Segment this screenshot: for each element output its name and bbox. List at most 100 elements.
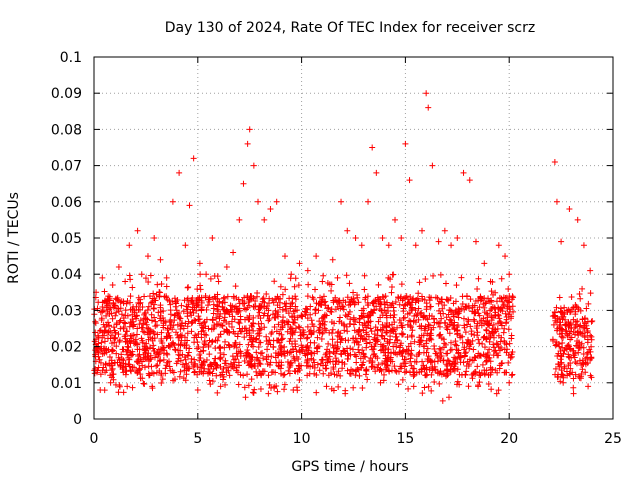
band-point (298, 313, 305, 320)
data-point (255, 198, 262, 205)
band-point (415, 290, 422, 297)
band-point (503, 294, 510, 301)
band-point (123, 300, 130, 307)
band-point (484, 311, 491, 318)
band-point (505, 286, 512, 293)
band-point (194, 363, 201, 370)
band-point (356, 349, 363, 356)
band-point (427, 303, 434, 310)
band-point (459, 333, 466, 340)
y-tick-label: 0.09 (51, 86, 82, 102)
band-point (141, 346, 148, 353)
band-point (291, 367, 298, 374)
band-point (177, 368, 184, 375)
band-point (436, 345, 443, 352)
band-point (220, 351, 227, 358)
band-point (191, 368, 198, 375)
band-point (136, 351, 143, 358)
band-point (499, 304, 506, 311)
band-point (129, 316, 136, 323)
band-point (361, 272, 368, 279)
band-point (464, 321, 471, 328)
band-point (384, 362, 391, 369)
band-point (362, 367, 369, 374)
band-point (115, 389, 122, 396)
band-point (112, 381, 119, 388)
band-point (565, 362, 572, 369)
band-point (143, 346, 150, 353)
band-point (266, 315, 273, 322)
data-point (281, 253, 288, 260)
band-point (244, 292, 251, 299)
band-point (120, 357, 127, 364)
band-point (414, 311, 421, 318)
band-point (368, 364, 375, 371)
y-tick-label: 0.05 (51, 231, 82, 247)
band-point (337, 339, 344, 346)
band-point (392, 330, 399, 337)
band-point (340, 348, 347, 355)
band-point (199, 361, 206, 368)
band-point (360, 359, 367, 366)
band-point (314, 345, 321, 352)
band-point (359, 385, 366, 392)
band-point (127, 349, 134, 356)
band-point (389, 327, 396, 334)
band-point (471, 308, 478, 315)
band-point (141, 293, 148, 300)
band-point (355, 329, 362, 336)
band-point (505, 326, 512, 333)
band-point (213, 314, 220, 321)
band-point (220, 295, 227, 302)
band-point (566, 330, 573, 337)
band-point (328, 281, 335, 288)
band-point (389, 358, 396, 365)
band-point (441, 302, 448, 309)
band-point (337, 372, 344, 379)
band-point (405, 299, 412, 306)
band-point (281, 348, 288, 355)
band-point (249, 323, 256, 330)
band-point (158, 281, 165, 288)
band-point (159, 376, 166, 383)
band-point (130, 323, 137, 330)
data-point (392, 216, 399, 223)
band-point (390, 314, 397, 321)
band-point (578, 340, 585, 347)
band-point (116, 338, 123, 345)
band-point (442, 280, 449, 287)
band-point (281, 352, 288, 359)
band-point (452, 298, 459, 305)
band-point (150, 290, 157, 297)
band-point (167, 322, 174, 329)
band-point (510, 308, 517, 315)
band-point (483, 335, 490, 342)
data-point (313, 253, 320, 260)
band-point (253, 368, 260, 375)
band-point (396, 344, 403, 351)
band-point (177, 323, 184, 330)
band-point (320, 370, 327, 377)
band-point (191, 317, 198, 324)
band-point (403, 368, 410, 375)
band-point (122, 312, 129, 319)
band-point (492, 309, 499, 316)
band-point (253, 293, 260, 300)
band-point (272, 310, 279, 317)
data-point (246, 126, 253, 133)
data-point (151, 235, 158, 241)
plot-frame (93, 56, 614, 420)
band-point (498, 345, 505, 352)
band-point (577, 295, 584, 302)
band-point (256, 309, 263, 316)
band-point (141, 381, 148, 388)
band-point (461, 346, 468, 353)
band-point (115, 308, 122, 315)
band-point (496, 315, 503, 322)
band-point (400, 331, 407, 338)
band-point (148, 317, 155, 324)
band-point (198, 334, 205, 341)
band-point (176, 333, 183, 340)
band-point (184, 284, 191, 291)
band-point (275, 362, 282, 369)
